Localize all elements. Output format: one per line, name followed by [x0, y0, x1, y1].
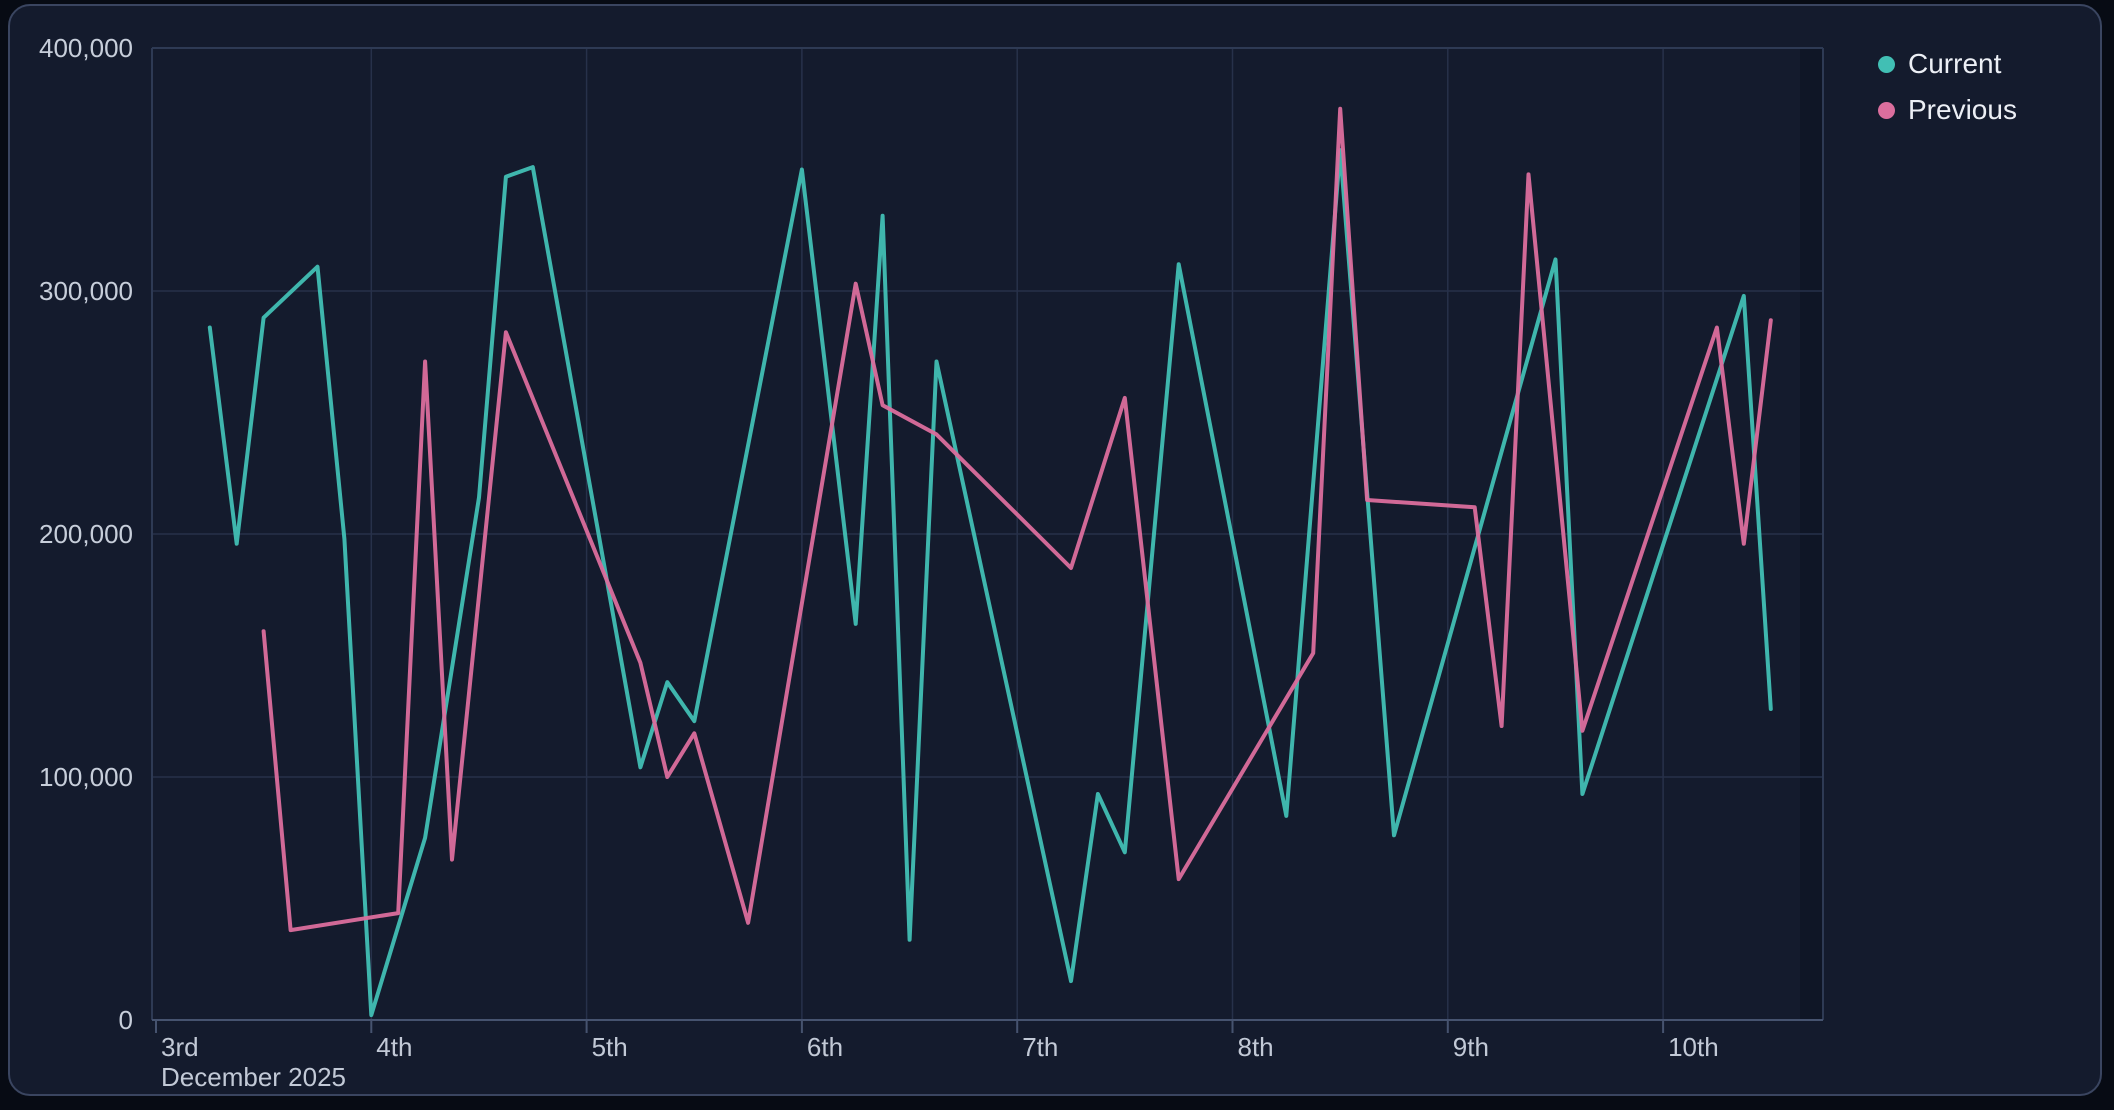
date-context-label: December 2025	[161, 1062, 346, 1092]
x-axis-tick-label: 7th	[1022, 1032, 1059, 1062]
x-axis-tick-label: 10th	[1668, 1032, 1719, 1062]
legend-dot-current-icon	[1878, 55, 1895, 73]
x-axis-tick-label: 4th	[376, 1032, 413, 1062]
legend: Current Previous	[1878, 48, 2017, 126]
legend-item-current[interactable]: Current	[1878, 48, 2017, 80]
series-line-current[interactable]	[207, 148, 1773, 1018]
x-axis-tick-label: 9th	[1452, 1032, 1489, 1062]
x-axis-tick-label: 6th	[806, 1032, 844, 1062]
y-axis-tick-label: 0	[118, 1005, 133, 1035]
y-axis-tick-label: 400,000	[39, 33, 133, 63]
y-axis-tick-label: 100,000	[39, 762, 133, 792]
x-axis-tick-label: 3rd	[161, 1032, 199, 1062]
legend-label-current: Current	[1908, 48, 2002, 79]
legend-item-previous[interactable]: Previous	[1878, 94, 2017, 126]
legend-label-previous: Previous	[1908, 94, 2017, 125]
legend-dot-previous-icon	[1878, 101, 1895, 119]
x-axis-tick-label: 5th	[591, 1032, 628, 1062]
y-axis-tick-label: 300,000	[39, 276, 133, 306]
series-line-previous[interactable]	[261, 106, 1773, 933]
x-axis-tick-label: 8th	[1237, 1032, 1274, 1062]
y-axis-tick-label: 200,000	[39, 519, 133, 549]
